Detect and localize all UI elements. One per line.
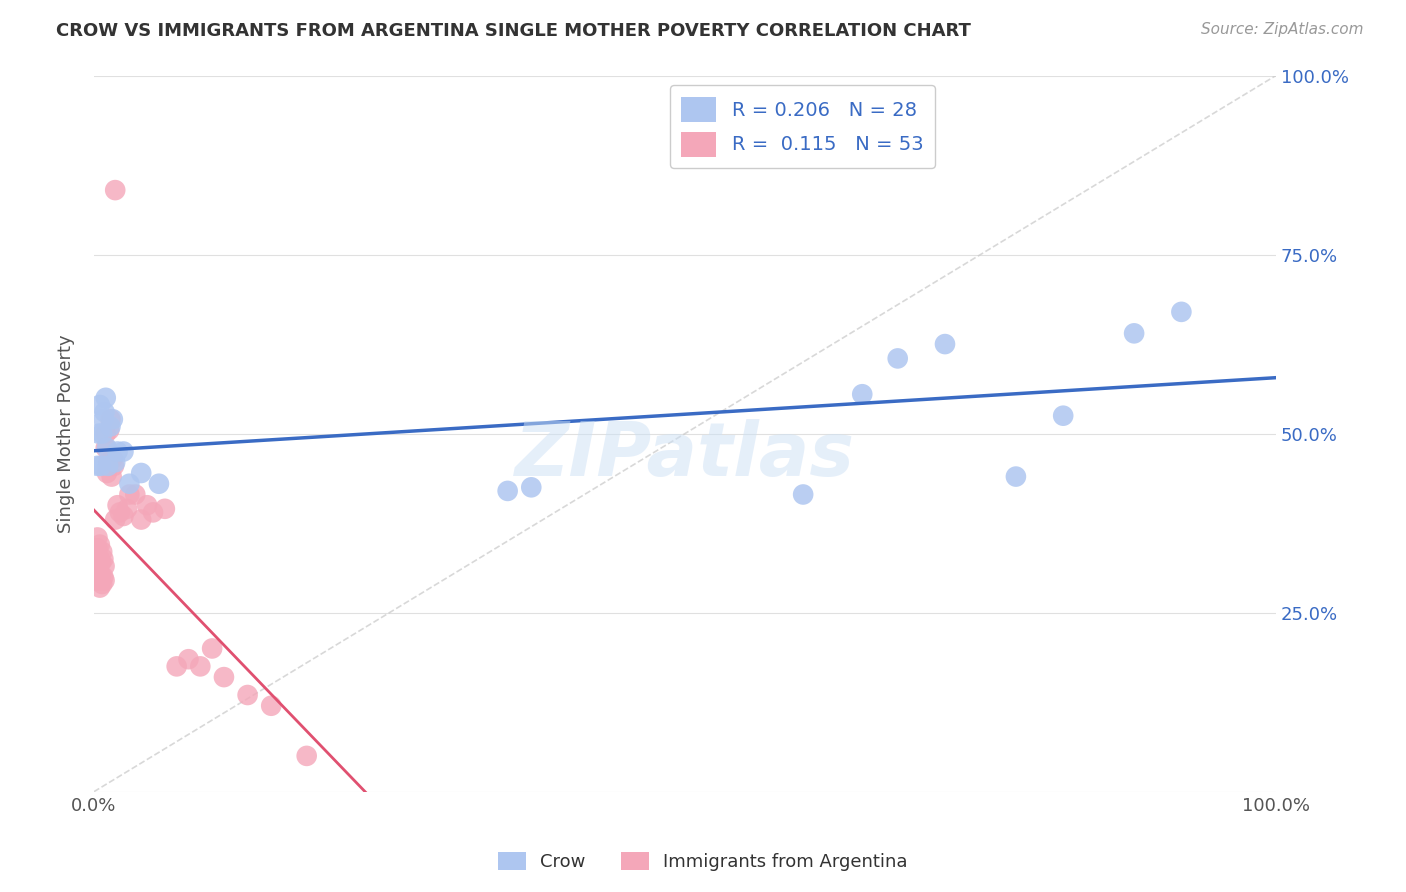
Point [98, 423, 121, 437]
Point [103, 458, 125, 473]
Point [89, 581, 111, 595]
Point [90, 556, 112, 570]
Point [89, 552, 111, 566]
Point [100, 469, 122, 483]
Point [84, 545, 107, 559]
Point [93, 405, 115, 419]
Legend: Crow, Immigrants from Argentina: Crow, Immigrants from Argentina [491, 845, 915, 879]
Legend: R = 0.206   N = 28, R =  0.115   N = 53: R = 0.206 N = 28, R = 0.115 N = 53 [669, 86, 935, 169]
Point [124, 487, 146, 501]
Point [97, 458, 120, 473]
Point [260, 698, 283, 713]
Point [94, 426, 117, 441]
Point [1005, 469, 1028, 483]
Point [87, 426, 110, 441]
Point [520, 480, 543, 494]
Point [104, 183, 127, 197]
Point [96, 466, 118, 480]
Point [136, 498, 159, 512]
Point [86, 570, 108, 584]
Point [91, 545, 114, 559]
Point [1123, 326, 1146, 341]
Point [86, 531, 108, 545]
Point [87, 559, 110, 574]
Point [212, 670, 235, 684]
Point [89, 538, 111, 552]
Point [89, 566, 111, 581]
Point [86, 556, 108, 570]
Point [153, 501, 176, 516]
Point [129, 466, 152, 480]
Point [104, 455, 127, 469]
Point [84, 559, 107, 574]
Point [86, 458, 108, 473]
Point [129, 512, 152, 526]
Point [84, 556, 107, 570]
Point [90, 570, 112, 584]
Point [496, 483, 519, 498]
Point [107, 498, 129, 512]
Point [792, 487, 814, 501]
Point [1052, 409, 1074, 423]
Point [934, 337, 956, 351]
Point [100, 412, 122, 426]
Point [97, 455, 120, 469]
Point [118, 476, 141, 491]
Point [93, 552, 115, 566]
Point [236, 688, 259, 702]
Point [93, 559, 115, 574]
Point [1170, 305, 1192, 319]
Point [94, 441, 117, 455]
Point [188, 659, 211, 673]
Point [84, 541, 107, 556]
Point [177, 652, 200, 666]
Text: CROW VS IMMIGRANTS FROM ARGENTINA SINGLE MOTHER POVERTY CORRELATION CHART: CROW VS IMMIGRANTS FROM ARGENTINA SINGLE… [56, 22, 972, 40]
Point [93, 574, 115, 588]
Point [93, 570, 115, 584]
Point [148, 476, 170, 491]
Point [115, 501, 138, 516]
Point [112, 508, 135, 523]
Point [112, 444, 135, 458]
Point [107, 444, 129, 458]
Point [86, 541, 108, 556]
Point [166, 659, 188, 673]
Point [295, 748, 318, 763]
Point [90, 458, 112, 473]
Point [101, 451, 124, 466]
Text: ZIPatlas: ZIPatlas [515, 418, 855, 491]
Point [94, 391, 117, 405]
Point [142, 505, 165, 519]
Point [201, 641, 224, 656]
Point [104, 512, 127, 526]
Point [87, 574, 110, 588]
Point [886, 351, 908, 366]
Point [101, 412, 124, 426]
Point [851, 387, 873, 401]
Y-axis label: Single Mother Poverty: Single Mother Poverty [58, 334, 75, 533]
Text: Source: ZipAtlas.com: Source: ZipAtlas.com [1201, 22, 1364, 37]
Point [96, 441, 118, 455]
Point [91, 577, 114, 591]
Point [118, 487, 141, 501]
Point [84, 574, 107, 588]
Point [93, 412, 115, 426]
Point [89, 398, 111, 412]
Point [108, 505, 131, 519]
Point [100, 419, 122, 434]
Point [84, 570, 107, 584]
Point [91, 426, 114, 441]
